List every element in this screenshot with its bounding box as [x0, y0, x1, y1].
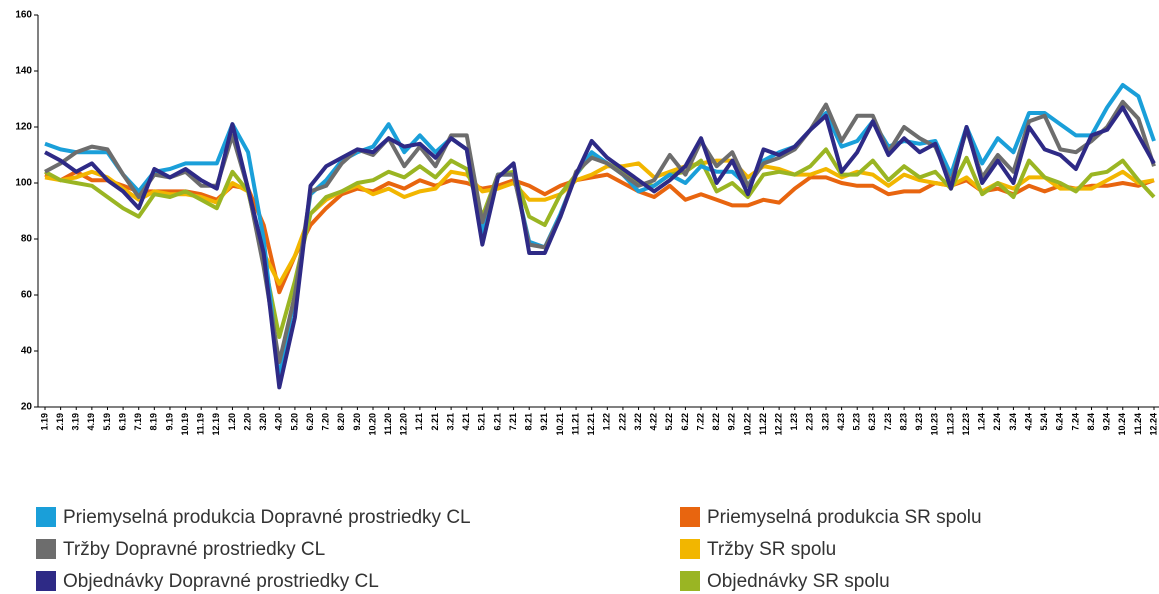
x-tick-label: 5.24 [1039, 413, 1049, 431]
x-tick-label: 9.23 [914, 413, 924, 431]
x-tick-label: 3.19 [71, 413, 81, 431]
x-tick-label: 8.20 [336, 413, 346, 431]
x-tick-label: 1.23 [789, 413, 799, 431]
x-tick-label: 2.24 [992, 413, 1002, 431]
series-line [44, 83, 1156, 381]
legend-label: Priemyselná produkcia Dopravné prostried… [63, 507, 471, 528]
legend-swatch [680, 571, 700, 591]
legend-swatch [36, 539, 56, 559]
y-tick-label: 120 [15, 122, 32, 133]
x-tick-label: 3.20 [258, 413, 268, 431]
legend-swatch [36, 571, 56, 591]
x-tick-label: 8.19 [149, 413, 159, 431]
legend-swatch [36, 507, 56, 527]
x-tick-label: 5.20 [289, 413, 299, 431]
legend-label: Tržby SR spolu [707, 539, 836, 560]
x-tick-label: 9.24 [1102, 413, 1112, 431]
x-tick-label: 12.22 [774, 413, 784, 436]
x-tick-label: 2.20 [242, 413, 252, 431]
legend-swatch [680, 539, 700, 559]
series-line [44, 105, 1156, 390]
x-tick-label: 7.20 [321, 413, 331, 431]
x-tick-label: 4.22 [649, 413, 659, 431]
x-tick-label: 12.20 [399, 413, 409, 436]
x-tick-label: 10.23 [930, 413, 940, 436]
x-tick-label: 12.23 [961, 413, 971, 436]
x-tick-label: 11.23 [945, 413, 955, 435]
legend-label: Objednávky SR spolu [707, 571, 890, 592]
x-tick-label: 3.22 [633, 413, 643, 431]
x-tick-label: 6.24 [1055, 413, 1065, 431]
x-tick-label: 5.23 [852, 413, 862, 431]
x-tick-label: 8.23 [898, 413, 908, 431]
x-tick-label: 4.21 [461, 413, 471, 431]
x-tick-label: 1.20 [227, 413, 237, 431]
x-tick-label: 5.21 [477, 413, 487, 431]
x-tick-label: 11.24 [1133, 413, 1143, 435]
x-tick-label: 10.22 [742, 413, 752, 436]
x-tick-label: 3.23 [820, 413, 830, 431]
legend-swatch [680, 507, 700, 527]
x-tick-label: 10.21 [555, 413, 565, 436]
x-tick-label: 7.19 [133, 413, 143, 431]
x-tick-label: 11.21 [570, 413, 580, 435]
x-tick-label: 9.20 [352, 413, 362, 431]
x-tick-label: 6.21 [492, 413, 502, 431]
y-tick-label: 60 [21, 290, 33, 301]
x-tick-label: 6.23 [867, 413, 877, 431]
y-tick-label: 80 [21, 234, 33, 245]
x-tick-label: 4.24 [1023, 413, 1033, 431]
x-tick-label: 4.23 [836, 413, 846, 431]
x-tick-label: 12.24 [1148, 413, 1158, 436]
x-tick-label: 6.19 [117, 413, 127, 431]
x-tick-label: 7.23 [883, 413, 893, 431]
x-tick-label: 7.24 [1070, 413, 1080, 431]
x-tick-label: 10.20 [367, 413, 377, 436]
x-tick-label: 2.19 [55, 413, 65, 431]
x-tick-label: 10.24 [1117, 413, 1127, 436]
x-tick-label: 10.19 [180, 413, 190, 436]
y-tick-label: 100 [15, 178, 32, 189]
x-tick-label: 1.22 [602, 413, 612, 431]
x-tick-label: 5.19 [102, 413, 112, 431]
y-tick-label: 20 [21, 402, 33, 413]
x-tick-label: 11.22 [758, 413, 768, 435]
series-line [44, 99, 1156, 365]
legend-label: Priemyselná produkcia SR spolu [707, 507, 982, 528]
x-tick-label: 11.20 [383, 413, 393, 435]
x-tick-label: 7.21 [508, 413, 518, 431]
y-tick-label: 140 [15, 66, 32, 77]
x-tick-label: 1.19 [39, 413, 49, 431]
legend-label: Tržby Dopravné prostriedky CL [63, 539, 325, 560]
x-tick-label: 2.22 [617, 413, 627, 431]
x-tick-label: 1.24 [977, 413, 987, 431]
x-tick-label: 6.22 [680, 413, 690, 431]
y-tick-label: 160 [15, 10, 32, 21]
x-tick-label: 7.22 [695, 413, 705, 431]
x-tick-label: 3.24 [1008, 413, 1018, 431]
x-tick-label: 2.23 [805, 413, 815, 431]
x-tick-label: 12.19 [211, 413, 221, 436]
x-tick-label: 5.22 [664, 413, 674, 431]
x-tick-label: 9.21 [539, 413, 549, 431]
y-tick-label: 40 [21, 346, 33, 357]
x-tick-label: 4.20 [274, 413, 284, 431]
x-tick-label: 12.21 [586, 413, 596, 436]
x-tick-label: 3.21 [445, 413, 455, 431]
x-tick-label: 1.21 [414, 413, 424, 431]
x-tick-label: 11.19 [196, 413, 206, 435]
x-tick-label: 2.21 [430, 413, 440, 431]
x-tick-label: 9.19 [164, 413, 174, 431]
legend-label: Objednávky Dopravné prostriedky CL [63, 571, 379, 592]
x-tick-label: 4.19 [86, 413, 96, 431]
x-tick-label: 8.21 [524, 413, 534, 431]
series-line [44, 158, 1155, 286]
x-tick-label: 8.22 [711, 413, 721, 431]
x-tick-label: 6.20 [305, 413, 315, 431]
x-tick-label: 9.22 [727, 413, 737, 431]
x-tick-label: 8.24 [1086, 413, 1096, 431]
